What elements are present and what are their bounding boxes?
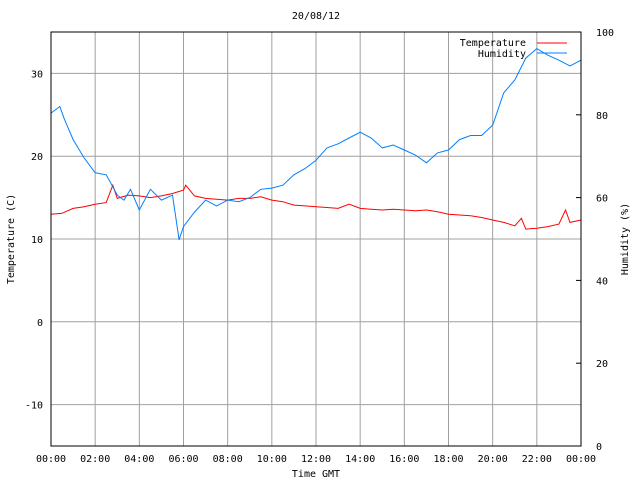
- y2-axis-label: Humidity (%): [620, 203, 631, 275]
- series-line-humidity: [50, 47, 582, 240]
- x-tick-label: 22:00: [522, 454, 552, 465]
- x-tick-label: 06:00: [168, 454, 198, 465]
- x-tick-label: 00:00: [36, 454, 66, 465]
- x-tick-label: 20:00: [478, 454, 508, 465]
- x-tick-label: 18:00: [433, 454, 463, 465]
- x-tick-label: 08:00: [213, 454, 243, 465]
- chart-title: 20/08/12: [292, 11, 340, 22]
- legend-label-temperature: Temperature: [460, 38, 526, 49]
- legend-label-humidity: Humidity: [478, 49, 526, 60]
- x-tick-label: 00:00: [566, 454, 596, 465]
- y-tick-label: -10: [25, 401, 43, 412]
- y2-tick-label: 20: [596, 359, 608, 370]
- y2-tick-label: 60: [596, 194, 608, 205]
- y-axis-label: Temperature (C): [6, 194, 17, 284]
- y2-tick-label: 80: [596, 111, 608, 122]
- y2-tick-label: 0: [596, 442, 602, 453]
- x-tick-label: 16:00: [389, 454, 419, 465]
- plot-border: [50, 31, 582, 447]
- series-line-temperature: [50, 183, 582, 230]
- grid: [51, 32, 581, 446]
- ticks: 00:00 02:00 04:00 06:00 08:00 10:00 12:00 14:00…: [25, 28, 614, 465]
- y2-tick-label: 100: [596, 28, 614, 39]
- x-tick-label: 04:00: [124, 454, 154, 465]
- y-tick-label: 0: [37, 318, 43, 329]
- x-tick-label: 14:00: [345, 454, 375, 465]
- x-tick-label: 10:00: [257, 454, 287, 465]
- series-lines: [50, 47, 582, 240]
- y-tick-label: 20: [31, 152, 43, 163]
- y-tick-label: 30: [31, 69, 43, 80]
- x-tick-label: 02:00: [80, 454, 110, 465]
- legend: Temperature Humidity: [460, 38, 567, 60]
- y-tick-label: 10: [31, 235, 43, 246]
- y2-tick-label: 40: [596, 276, 608, 287]
- x-axis-label: Time GMT: [292, 469, 340, 480]
- x-tick-label: 12:00: [301, 454, 331, 465]
